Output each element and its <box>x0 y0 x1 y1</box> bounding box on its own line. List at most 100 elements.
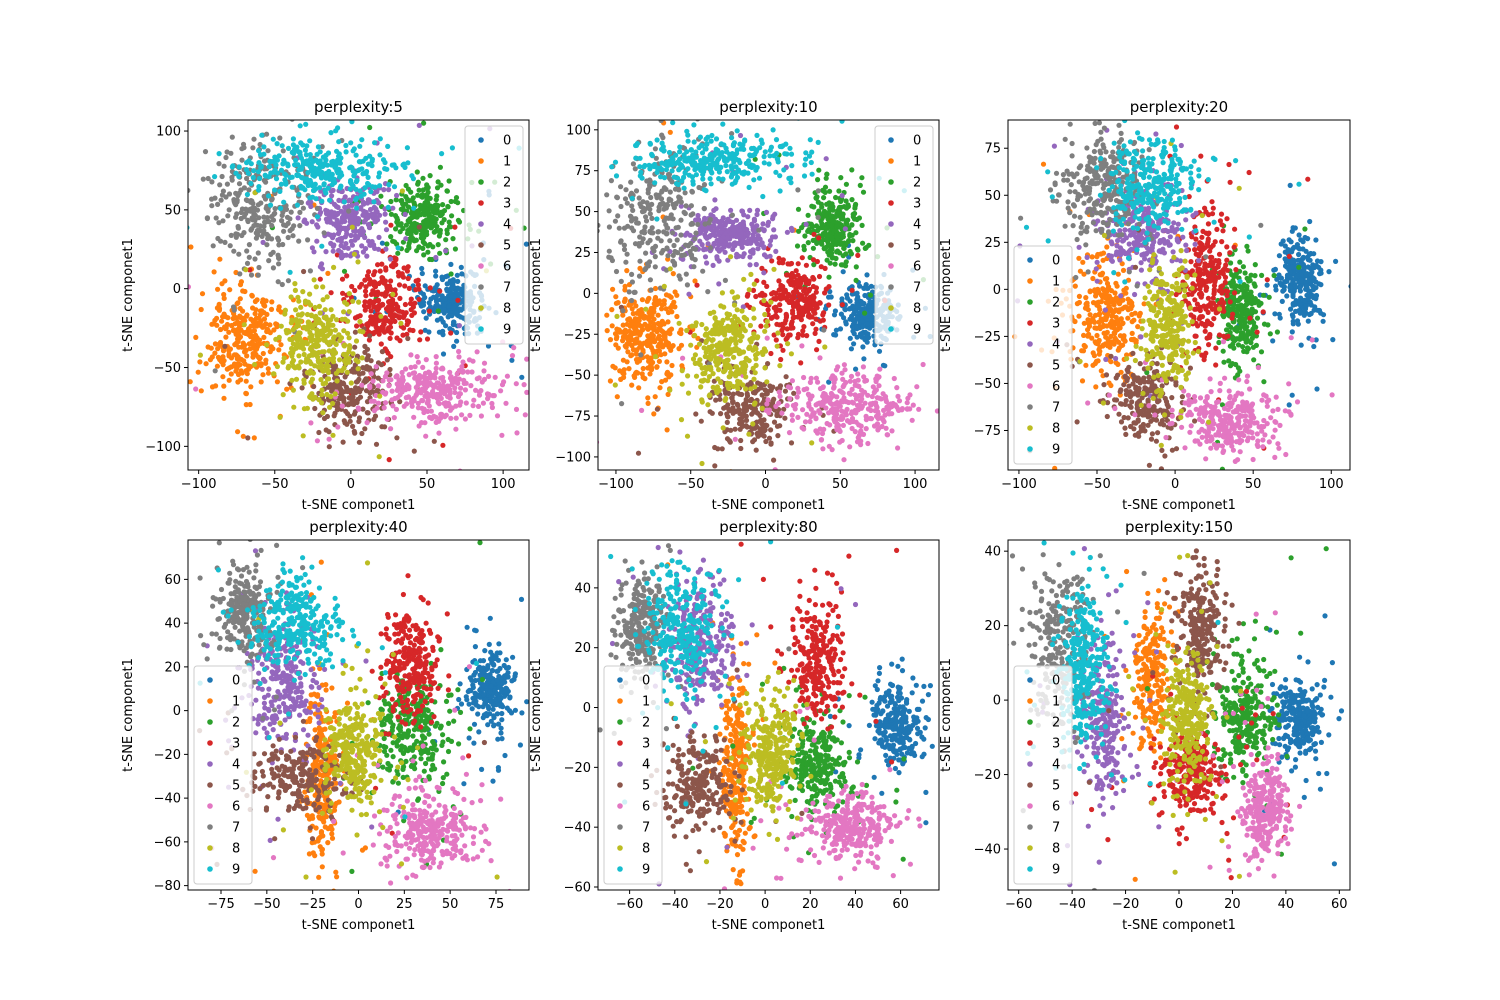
point <box>267 202 274 208</box>
point <box>447 388 453 394</box>
point <box>626 366 632 372</box>
point <box>804 411 810 417</box>
point <box>247 267 253 273</box>
point <box>371 279 377 285</box>
point <box>302 147 308 153</box>
point <box>656 326 662 332</box>
point <box>307 195 313 201</box>
point <box>377 183 383 189</box>
point <box>853 264 859 270</box>
point <box>820 317 826 323</box>
point <box>775 433 781 439</box>
point <box>519 374 525 380</box>
point <box>211 269 217 275</box>
point <box>524 356 529 362</box>
point <box>834 394 840 400</box>
point <box>235 354 241 360</box>
point <box>289 377 295 383</box>
point <box>246 242 252 248</box>
point <box>680 355 686 361</box>
point <box>404 318 410 324</box>
point <box>804 333 810 339</box>
point <box>314 205 320 211</box>
point <box>283 172 289 178</box>
point <box>253 230 259 236</box>
point <box>319 392 325 398</box>
point <box>364 420 370 426</box>
point <box>198 306 204 313</box>
point <box>315 364 322 370</box>
point <box>352 329 358 335</box>
point <box>311 383 317 390</box>
point <box>448 261 454 267</box>
point <box>824 171 830 177</box>
point <box>212 350 218 356</box>
point <box>438 212 444 218</box>
point <box>387 366 393 373</box>
point <box>307 268 313 274</box>
point <box>236 251 242 257</box>
point <box>833 367 840 373</box>
point <box>805 240 811 246</box>
point <box>524 389 529 395</box>
point <box>759 392 765 398</box>
point <box>451 343 457 349</box>
point <box>221 395 227 401</box>
point <box>819 215 825 222</box>
point <box>221 163 227 169</box>
point <box>221 295 227 301</box>
point <box>308 420 314 426</box>
point <box>354 323 360 329</box>
point <box>434 317 440 323</box>
point <box>433 370 439 376</box>
point <box>349 224 355 230</box>
point <box>761 279 767 285</box>
point <box>868 308 874 314</box>
point <box>473 387 479 393</box>
point <box>247 401 253 408</box>
point <box>419 265 425 272</box>
point <box>380 302 386 308</box>
point <box>351 173 357 179</box>
point <box>438 375 444 381</box>
point <box>332 391 338 397</box>
point <box>481 368 487 374</box>
point <box>410 195 416 201</box>
point <box>738 445 744 452</box>
point <box>433 273 439 279</box>
point <box>424 400 430 406</box>
point <box>789 378 796 384</box>
point <box>388 211 394 217</box>
point <box>840 414 846 420</box>
point <box>303 152 309 158</box>
point <box>276 261 282 267</box>
point <box>243 378 249 384</box>
point <box>456 323 462 329</box>
point <box>872 408 878 414</box>
point <box>431 307 437 314</box>
point <box>448 374 454 380</box>
point <box>386 383 392 389</box>
point <box>283 206 290 212</box>
point <box>256 175 263 182</box>
point <box>244 191 250 198</box>
point <box>814 240 820 246</box>
point <box>409 312 415 318</box>
point <box>834 421 840 427</box>
point <box>244 260 251 266</box>
point <box>362 299 368 305</box>
point <box>416 224 422 230</box>
point <box>780 325 786 331</box>
point <box>823 175 829 181</box>
point <box>278 181 284 187</box>
point <box>288 209 294 215</box>
point <box>229 174 235 180</box>
point <box>863 417 870 423</box>
point <box>370 378 376 384</box>
point <box>370 211 376 217</box>
point <box>714 218 721 224</box>
point <box>474 376 480 382</box>
point <box>348 232 354 239</box>
point <box>334 378 340 384</box>
point <box>610 286 616 292</box>
